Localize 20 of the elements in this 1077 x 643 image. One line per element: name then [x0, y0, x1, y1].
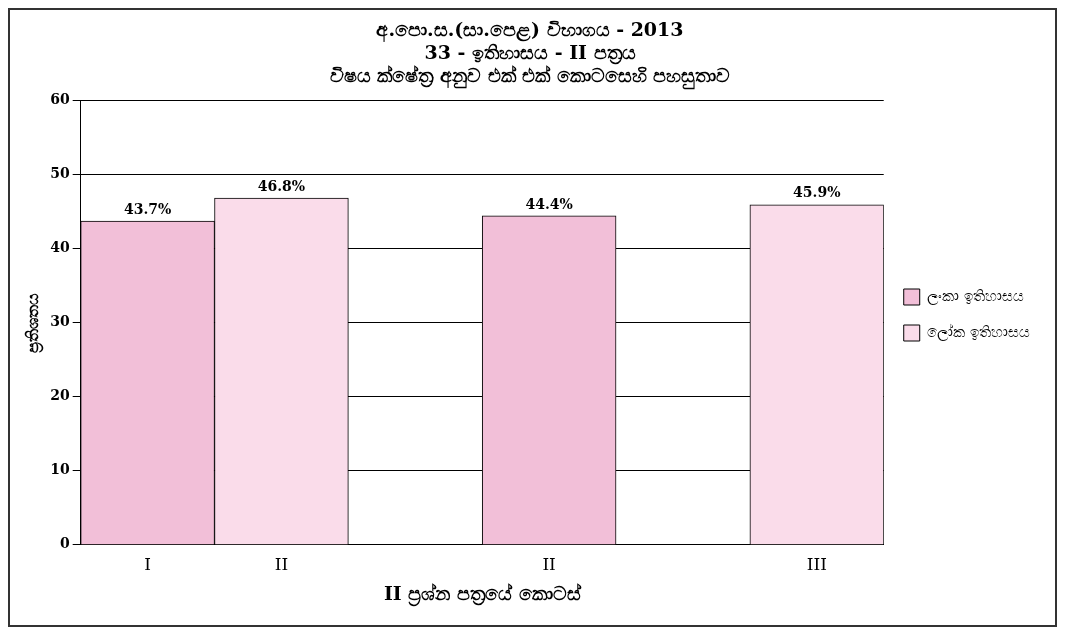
y-tick-label: 30: [50, 313, 70, 330]
data-label: 45.9%: [793, 184, 841, 201]
y-tick-label: 20: [50, 387, 70, 404]
y-tick-label: 60: [50, 91, 70, 108]
x-tick-label: II: [274, 554, 289, 575]
data-label: 43.7%: [123, 200, 172, 217]
x-axis-title: II ප්‍රශ්න පත්‍රයේ කොටස්: [383, 581, 582, 607]
legend-label: ලෝක ඉතිහාසය: [927, 322, 1031, 341]
y-tick-label: 50: [50, 165, 70, 182]
x-tick-label: I: [144, 554, 151, 575]
text: 33 - ඉතිහාසය - II පත්‍රය: [424, 41, 636, 64]
y-tick-label: 0: [59, 535, 70, 552]
data-label: 46.8%: [257, 177, 306, 194]
x-tick-label: II: [542, 554, 556, 575]
legend-label: ලංකා ඉතිහාසය: [927, 286, 1025, 305]
y-tick-label: 10: [50, 461, 70, 478]
y-axis-title: ප්‍රතිශතය: [22, 292, 44, 353]
x-tick-label: III: [806, 554, 827, 575]
y-tick-label: 40: [50, 239, 70, 256]
data-label: 44.4%: [525, 195, 573, 212]
